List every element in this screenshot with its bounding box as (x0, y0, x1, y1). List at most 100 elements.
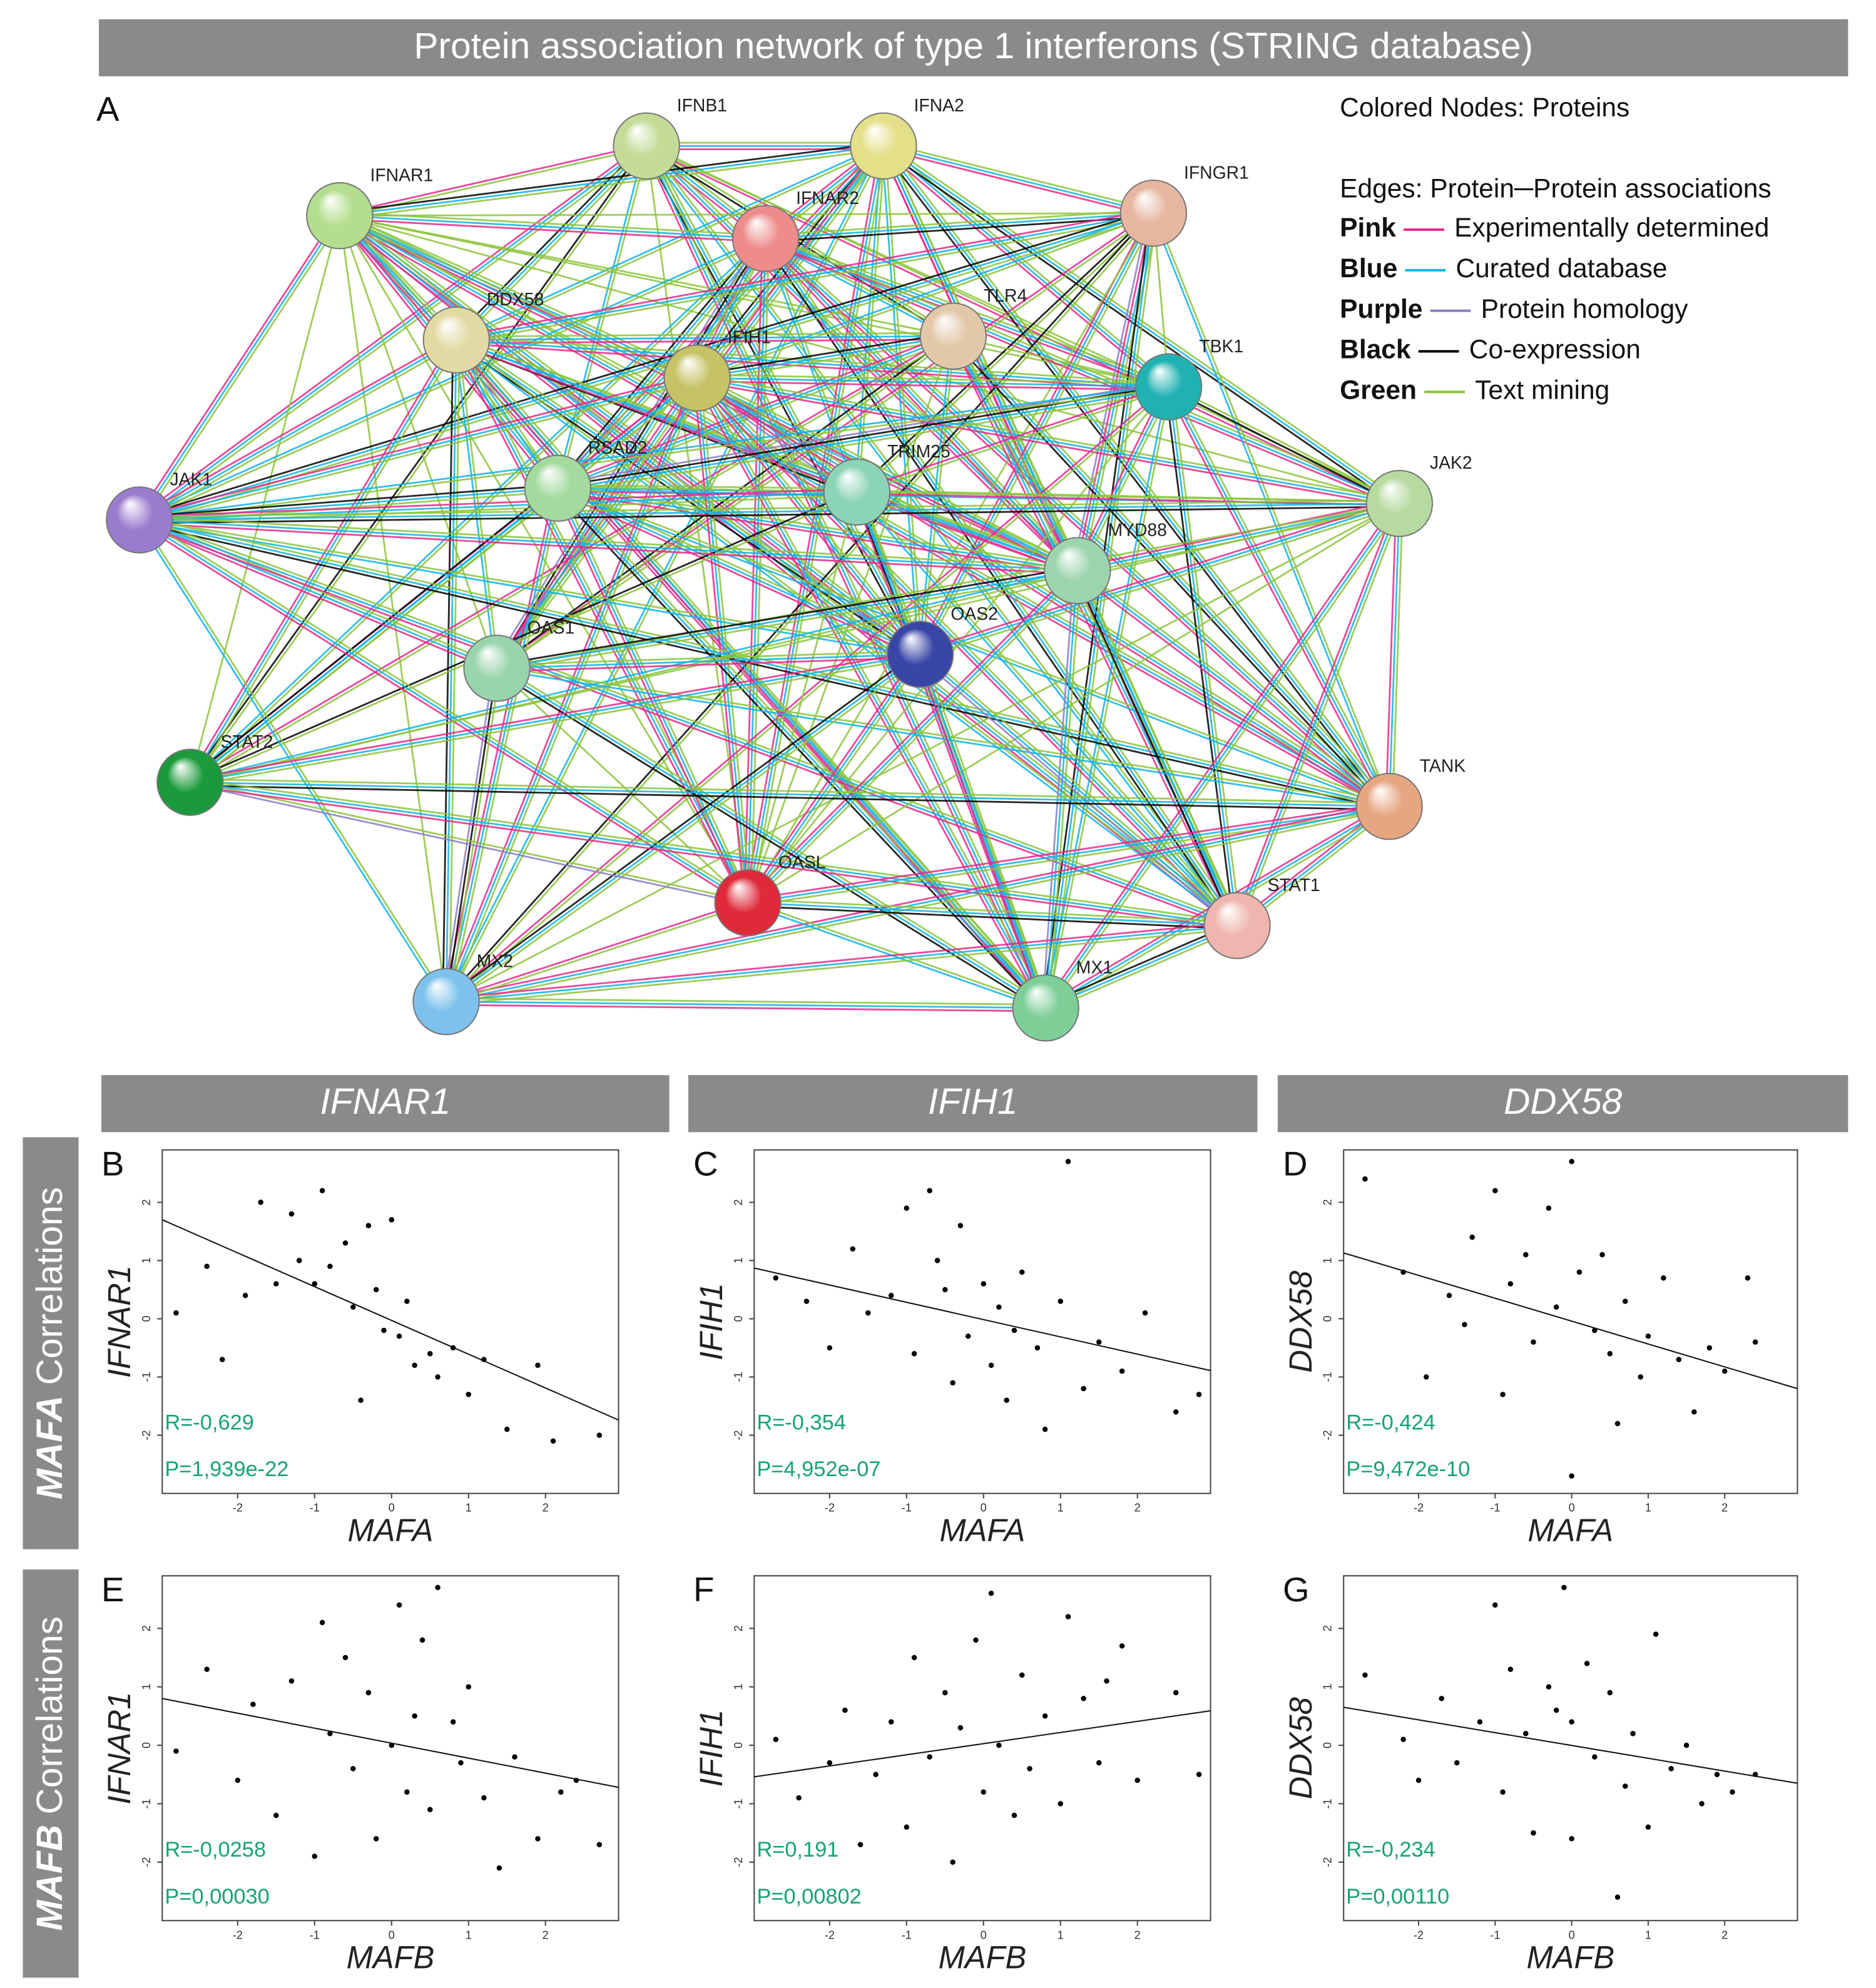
edge (696, 377, 1047, 1009)
point (1553, 1707, 1559, 1713)
y-tick-label: 0 (1321, 1742, 1334, 1748)
point (404, 1298, 410, 1304)
edge (446, 213, 1156, 1004)
x-tick-label: 2 (543, 1928, 549, 1941)
y-tick-label: 2 (140, 1199, 153, 1205)
point (1531, 1339, 1536, 1345)
edge (698, 374, 1079, 569)
y-tick-label: -2 (140, 1857, 153, 1867)
point (1196, 1771, 1202, 1778)
edge (558, 146, 650, 489)
legend-name: Blue (1340, 253, 1397, 283)
edge (697, 338, 954, 382)
point (342, 1654, 349, 1661)
y-axis-label: IFNAR1 (101, 1692, 137, 1805)
edge (446, 502, 1400, 1002)
point (827, 1345, 833, 1351)
point (1019, 1269, 1025, 1275)
panel-letter: G (1283, 1570, 1310, 1609)
edge (747, 805, 1390, 904)
point (389, 1217, 395, 1223)
x-tick-label: -2 (825, 1501, 835, 1514)
fit-line (161, 1219, 619, 1421)
point (550, 1438, 556, 1444)
row-header-bar (23, 1569, 79, 1978)
node-label: IFNGR1 (1184, 163, 1249, 183)
point (904, 1205, 910, 1211)
point (1622, 1783, 1628, 1789)
node-label: TANK (1420, 756, 1466, 776)
edge (554, 235, 764, 487)
edge (920, 502, 1400, 655)
x-tick-label: 1 (1058, 1501, 1064, 1514)
edge (1073, 385, 1167, 570)
y-tick-label: -1 (1321, 1372, 1334, 1382)
plot-frame (161, 1149, 619, 1494)
node-label: OAS2 (951, 604, 998, 624)
stat-annotation: R=-0,234 (1346, 1838, 1435, 1862)
edge (448, 340, 461, 1002)
edge (339, 215, 698, 379)
protein-node (463, 635, 531, 702)
stat-annotation: R=-0,354 (757, 1410, 846, 1434)
edge (1048, 504, 1403, 1011)
edge (747, 802, 1389, 900)
y-tick-label: -2 (732, 1857, 745, 1867)
edge (557, 238, 767, 489)
edge (139, 212, 1154, 521)
edge (857, 492, 1400, 506)
point (965, 1333, 971, 1339)
point (1614, 1420, 1621, 1427)
point (1142, 1310, 1148, 1316)
point (350, 1766, 356, 1771)
edge (456, 215, 1155, 344)
edge (139, 339, 457, 521)
protein-node (886, 620, 954, 688)
y-tick-label: -2 (1321, 1857, 1334, 1867)
edge (339, 215, 1169, 388)
edge (446, 653, 921, 1002)
point (1019, 1672, 1025, 1678)
column-header: DDX58 (1504, 1081, 1623, 1122)
edge (442, 376, 695, 1001)
edge (1168, 386, 1390, 807)
point (373, 1287, 379, 1293)
protein-node (823, 458, 891, 526)
point (250, 1701, 256, 1707)
edge (446, 1001, 1046, 1009)
edge (857, 387, 1170, 495)
point (535, 1362, 541, 1369)
edge (188, 237, 765, 782)
edge (189, 785, 1237, 930)
x-tick-label: 0 (389, 1501, 395, 1514)
legend-text: Protein homology (1481, 294, 1689, 324)
y-tick-label: -1 (732, 1798, 745, 1808)
point (1362, 1672, 1368, 1678)
edge (339, 215, 1400, 504)
point (1569, 1836, 1574, 1842)
x-axis-label: MAFB (1526, 1939, 1614, 1975)
protein-node (919, 302, 987, 370)
y-tick-label: 2 (732, 1625, 745, 1631)
point (1661, 1275, 1666, 1281)
edge (748, 898, 1238, 924)
point (1011, 1812, 1017, 1818)
point (1706, 1345, 1713, 1351)
point (957, 1223, 964, 1228)
protein-node (106, 486, 173, 554)
x-tick-label: -1 (310, 1501, 320, 1514)
protein-node (1355, 773, 1423, 840)
edge (446, 921, 1237, 999)
edge (456, 209, 1153, 338)
point (888, 1719, 894, 1725)
edge (339, 145, 884, 217)
stat-annotation: P=9,472e-10 (1346, 1457, 1470, 1481)
row-header-text: Correlations (29, 1187, 70, 1395)
edge (885, 142, 1402, 502)
edge (496, 667, 1046, 1009)
edge (190, 653, 920, 783)
edge (190, 778, 1238, 924)
edge (857, 490, 1240, 925)
point (204, 1666, 210, 1672)
edge (885, 143, 1393, 805)
